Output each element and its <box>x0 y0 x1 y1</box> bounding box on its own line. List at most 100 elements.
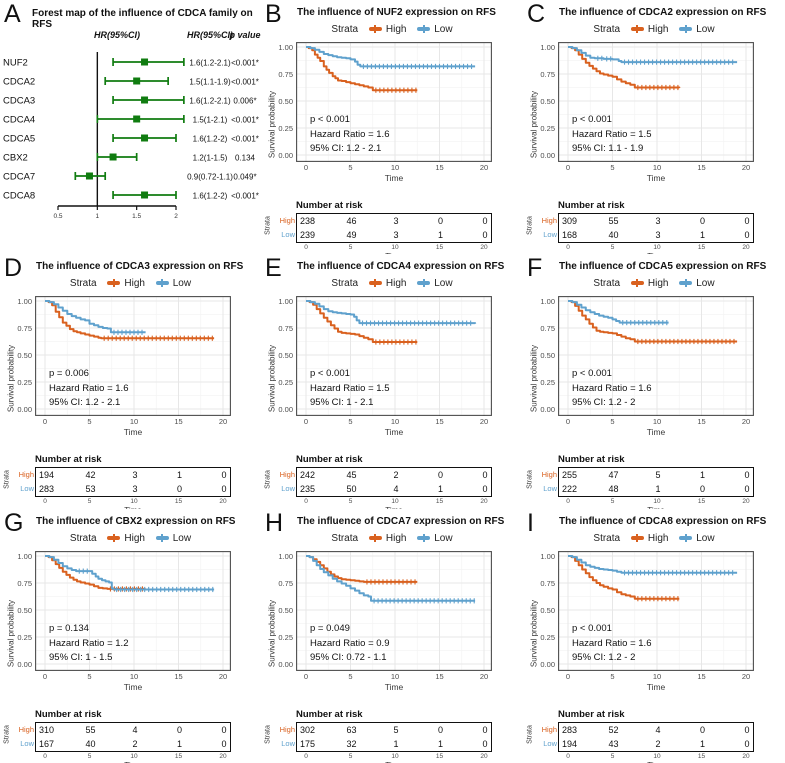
risk-row-label-high: High <box>541 725 557 734</box>
km-plot-area: p = 0.049 Hazard Ratio = 0.9 95% CI: 0.7… <box>296 551 492 671</box>
km-title: The influence of CDCA7 expression on RFS <box>297 516 505 527</box>
stats-annotation: p < 0.001 Hazard Ratio = 1.6 95% CI: 1.2… <box>310 113 389 156</box>
x-tick: 10 <box>390 417 400 426</box>
risk-value: 3 <box>393 215 399 226</box>
km-plot-wrap: Survival probability 1.00 0.75 0.50 0.25… <box>265 296 518 454</box>
panel-letter: E <box>265 254 282 282</box>
risk-value: 3 <box>393 229 399 240</box>
x-tick-labels: 0 5 10 15 20 <box>35 417 231 427</box>
risk-row-label-high: High <box>279 470 295 479</box>
legend-high: High <box>630 24 668 35</box>
x-tick: 10 <box>129 672 139 681</box>
risk-x-ticks: 0 5 10 15 20 <box>35 498 231 506</box>
low-swatch-icon <box>679 25 693 34</box>
y-tick: 1.00 <box>278 43 293 52</box>
km-legend: Strata High Low <box>0 533 261 544</box>
hr-point-estimate <box>141 134 149 142</box>
legend-high-label: High <box>385 533 407 544</box>
high-swatch-icon <box>630 25 644 34</box>
x-tick: 15 <box>174 753 183 760</box>
x-tick: 5 <box>348 672 353 681</box>
legend-high: High <box>368 533 407 544</box>
legend-low-label: Low <box>434 24 453 35</box>
legend-low: Low <box>417 533 453 544</box>
plot-border <box>35 296 231 416</box>
x-axis-label: Time <box>384 682 404 692</box>
x-axis-label: Time <box>384 173 404 183</box>
risk-box: 242 45 2 0 0 235 50 4 1 0 <box>296 467 492 497</box>
x-tick: 5 <box>610 498 615 505</box>
hr-point-estimate <box>133 115 141 123</box>
risk-value: 40 <box>85 738 96 749</box>
y-tick: 1.00 <box>540 297 555 306</box>
legend-low: Low <box>155 533 191 544</box>
risk-gutter: Strata High Low <box>527 213 558 243</box>
legend-low-label: Low <box>696 533 715 544</box>
risk-strata-label: Strata <box>264 725 272 744</box>
x-tick: 20 <box>741 163 751 172</box>
y-axis-label: Survival probability <box>6 599 16 668</box>
y-tick: 0.00 <box>540 405 555 414</box>
risk-x-ticks: 0 5 10 15 20 <box>558 498 754 506</box>
risk-row-label-high: High <box>18 470 34 479</box>
x-tick: 5 <box>348 417 353 426</box>
x-tick-labels: 0 5 10 15 20 <box>558 672 754 682</box>
x-tick: 20 <box>219 753 227 760</box>
low-swatch-icon <box>155 279 169 288</box>
x-tick: 20 <box>480 244 488 251</box>
risk-value: 167 <box>39 738 55 749</box>
low-swatch-icon <box>679 279 693 288</box>
x-tick: 15 <box>697 244 706 251</box>
forest-gene-label: CDCA3 <box>3 96 35 107</box>
y-tick-labels: 1.00 0.75 0.50 0.25 0.00 <box>274 296 296 416</box>
km-curve-low <box>568 300 669 324</box>
stats-annotation: p = 0.134 Hazard Ratio = 1.2 95% CI: 1 -… <box>49 622 128 665</box>
low-swatch-icon <box>417 534 431 543</box>
x-tick: 10 <box>130 498 138 505</box>
high-swatch-icon <box>107 279 121 288</box>
legend-high: High <box>630 533 668 544</box>
y-tick: 0.75 <box>278 70 293 79</box>
km-legend: Strata High Low <box>0 278 261 289</box>
x-tick: 20 <box>480 753 488 760</box>
risk-strata-label: Strata <box>3 725 11 744</box>
hr-point-estimate <box>141 58 149 66</box>
low-swatch-icon <box>417 279 431 288</box>
y-tick: 0.25 <box>278 124 293 133</box>
risk-value: 55 <box>608 215 619 226</box>
risk-value: 168 <box>562 229 578 240</box>
plot-border <box>558 42 754 162</box>
stats-annotation: p < 0.001 Hazard Ratio = 1.6 95% CI: 1.2… <box>572 622 651 665</box>
y-axis-label: Survival probability <box>267 90 277 159</box>
panel-letter: D <box>4 254 23 282</box>
y-tick: 0.50 <box>17 351 32 360</box>
km-curve-low <box>306 555 476 602</box>
legend-low: Low <box>679 278 715 289</box>
risk-table: Strata High Low 310 55 4 0 0 167 40 2 1 … <box>3 722 257 763</box>
panel-F: F The influence of CDCA5 expression on R… <box>523 254 785 510</box>
forest-hr-header: HR(95%CI) <box>186 30 234 40</box>
risk-value: 53 <box>85 483 96 494</box>
x-tick: 0 <box>43 498 47 505</box>
y-tick: 1.00 <box>17 552 32 561</box>
y-tick-labels: 1.00 0.75 0.50 0.25 0.00 <box>536 296 558 416</box>
risk-gutter: Strata High Low <box>527 722 558 752</box>
risk-value: 0 <box>176 483 183 494</box>
y-tick-labels: 1.00 0.75 0.50 0.25 0.00 <box>536 551 558 671</box>
risk-value: 310 <box>39 724 55 735</box>
panel-B: B The influence of NUF2 expression on RF… <box>261 0 523 255</box>
km-title: The influence of CDCA8 expression on RFS <box>559 516 767 527</box>
legend-strata-label: Strata <box>331 278 359 289</box>
plot-border <box>558 551 754 671</box>
km-plot-area: p < 0.001 Hazard Ratio = 1.5 95% CI: 1.1… <box>558 42 754 162</box>
risk-box: 194 42 3 1 0 283 53 3 0 0 <box>35 467 231 497</box>
legend-low-label: Low <box>172 278 192 289</box>
y-tick-labels: 1.00 0.75 0.50 0.25 0.00 <box>13 551 35 671</box>
plot-border <box>296 42 492 162</box>
legend-low-label: Low <box>696 24 715 35</box>
risk-value: 0 <box>437 724 444 735</box>
risk-value: 1 <box>699 229 706 240</box>
x-tick: 15 <box>435 672 444 681</box>
risk-value: 1 <box>393 738 399 749</box>
x-tick: 0 <box>566 244 570 251</box>
